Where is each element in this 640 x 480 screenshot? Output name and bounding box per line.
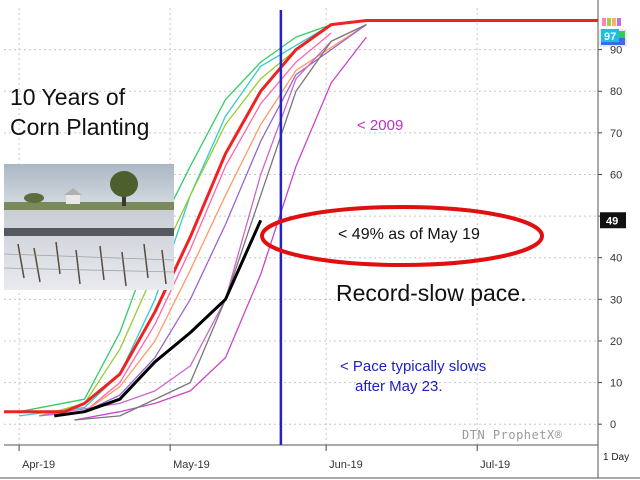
source-watermark: DTN ProphetX® — [462, 428, 563, 442]
series-line-5 — [54, 24, 367, 417]
badge-current-bg — [600, 212, 626, 229]
y-tick-label: 90 — [610, 45, 622, 57]
series-label-2009: < 2009 — [357, 117, 404, 134]
pace-note-line-2: after May 23. — [355, 378, 443, 395]
x-tick-label: Apr-19 — [22, 459, 55, 471]
y-tick-label: 20 — [610, 336, 622, 348]
badge-97-label: 97 — [604, 31, 616, 43]
y-tick-label: 30 — [610, 294, 622, 306]
series-line-10 — [4, 19, 598, 414]
series-line-9 — [74, 24, 367, 421]
series-line-2 — [18, 23, 332, 413]
badge-stub — [617, 18, 621, 26]
pace-slows-annotation: < Pace typically slows after May 23. — [340, 357, 486, 397]
badge-97-bg — [601, 29, 619, 42]
current-progress-ellipse — [260, 205, 544, 267]
badge-current-label: 49 — [606, 215, 618, 227]
y-tick-label: 10 — [610, 378, 622, 390]
x-tick-label: May-19 — [173, 459, 210, 471]
y-tick-label: 0 — [610, 419, 616, 431]
series-lines — [4, 19, 598, 421]
chart-title: 10 Years of Corn Planting — [10, 82, 210, 142]
chart-title-line-1: 10 Years of — [10, 84, 126, 110]
series-line-8 — [74, 36, 367, 421]
badge-stub — [612, 18, 616, 26]
series-line-4 — [39, 32, 332, 417]
highlight-ellipse — [260, 205, 544, 267]
record-slow-annotation: Record-slow pace. — [336, 280, 527, 306]
current-progress-annotation: < 49% as of May 19 — [338, 226, 480, 243]
y-tick-label: 40 — [610, 253, 622, 265]
flooded-field-photo — [4, 164, 174, 290]
x-tick-label: Jul-19 — [480, 459, 510, 471]
flooded-field-image — [4, 164, 174, 290]
badge-stub — [602, 18, 606, 26]
badge-stub — [607, 18, 611, 26]
y-tick-label: 70 — [610, 128, 622, 140]
chart-title-line-2: Corn Planting — [10, 114, 150, 140]
series-line-3 — [39, 24, 332, 417]
interval-label: 1 Day — [603, 452, 630, 463]
series-line-11 — [54, 219, 263, 418]
pace-note-line-1: < Pace typically slows — [340, 358, 487, 375]
y-tick-label: 60 — [610, 169, 622, 181]
x-tick-label: Jun-19 — [329, 459, 363, 471]
y-tick-label: 80 — [610, 86, 622, 98]
